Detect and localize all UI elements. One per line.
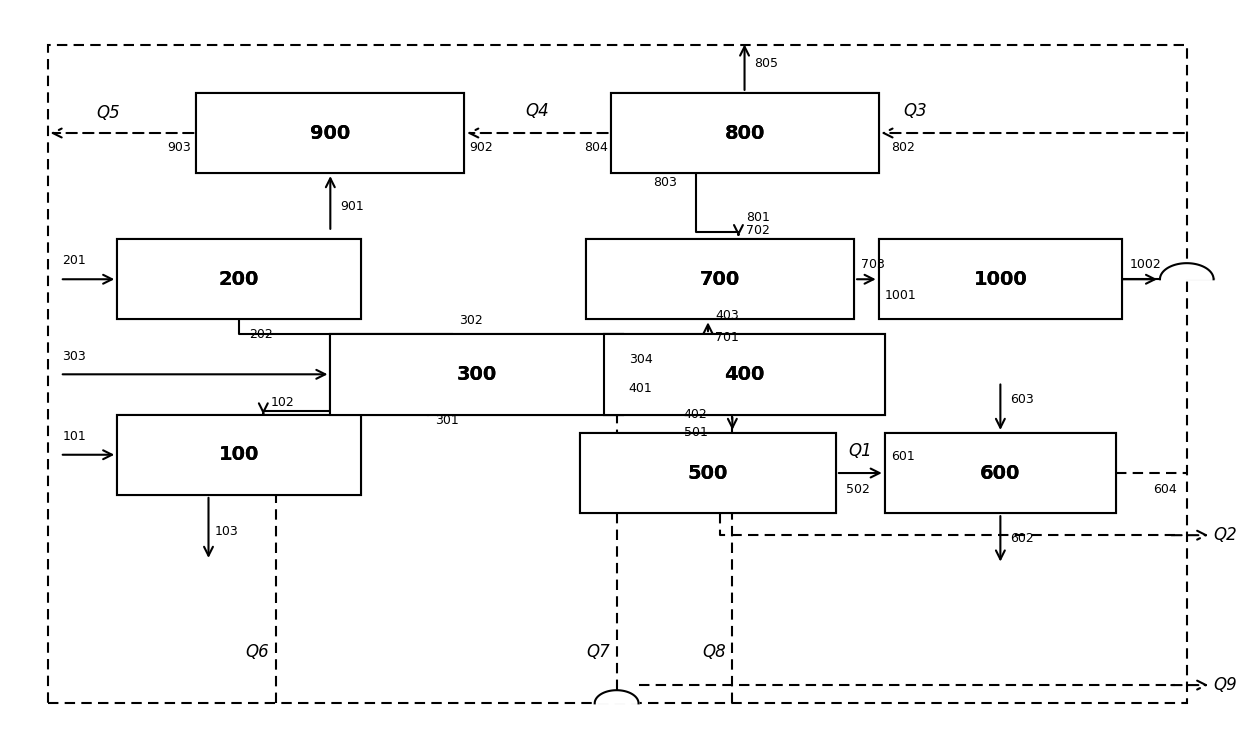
- Bar: [117, 239, 361, 319]
- Text: 902: 902: [469, 141, 494, 154]
- Text: Q7: Q7: [587, 643, 610, 661]
- Text: 303: 303: [62, 349, 86, 363]
- Text: 801: 801: [745, 211, 770, 224]
- Text: 103: 103: [215, 525, 238, 538]
- Text: Q6: Q6: [246, 643, 269, 661]
- Bar: [587, 239, 854, 319]
- Text: Q8: Q8: [703, 643, 727, 661]
- Text: 702: 702: [745, 224, 770, 237]
- Text: 501: 501: [683, 426, 708, 439]
- Text: 401: 401: [629, 382, 652, 396]
- Bar: [196, 92, 464, 173]
- Bar: [330, 334, 622, 415]
- Text: 703: 703: [862, 258, 885, 271]
- Bar: [604, 334, 884, 415]
- Text: Q2: Q2: [1214, 526, 1238, 544]
- Text: Q3: Q3: [903, 102, 926, 120]
- Text: 803: 803: [653, 175, 677, 189]
- Bar: [604, 334, 884, 415]
- Text: 201: 201: [62, 255, 86, 267]
- Text: Q1: Q1: [848, 442, 872, 460]
- Bar: [196, 92, 464, 173]
- Text: Q9: Q9: [1214, 676, 1238, 694]
- Bar: [884, 433, 1116, 513]
- Bar: [117, 415, 361, 495]
- Text: 100: 100: [218, 446, 259, 464]
- Bar: [580, 433, 836, 513]
- Bar: [580, 433, 836, 513]
- Bar: [610, 92, 879, 173]
- Bar: [117, 239, 361, 319]
- Text: 601: 601: [890, 451, 914, 463]
- Text: 300: 300: [456, 365, 497, 384]
- Text: 1001: 1001: [884, 289, 916, 302]
- Text: 403: 403: [715, 309, 739, 322]
- Text: 102: 102: [270, 396, 294, 409]
- Text: 901: 901: [340, 200, 363, 213]
- Text: 1000: 1000: [973, 270, 1027, 288]
- Text: 900: 900: [310, 123, 351, 142]
- Text: 400: 400: [724, 365, 765, 384]
- Text: 802: 802: [890, 141, 915, 154]
- Bar: [884, 433, 1116, 513]
- Text: 903: 903: [167, 141, 191, 154]
- Text: 805: 805: [754, 57, 779, 70]
- Bar: [330, 334, 622, 415]
- Text: 700: 700: [701, 270, 740, 288]
- Text: 101: 101: [62, 430, 86, 443]
- Text: 500: 500: [688, 464, 728, 482]
- Text: Q4: Q4: [526, 102, 549, 120]
- Bar: [587, 239, 854, 319]
- Text: 1000: 1000: [973, 270, 1027, 288]
- Text: 400: 400: [724, 365, 765, 384]
- Text: 402: 402: [683, 408, 707, 421]
- Text: 700: 700: [701, 270, 740, 288]
- Text: 200: 200: [218, 270, 259, 288]
- Bar: [117, 415, 361, 495]
- Text: 900: 900: [310, 123, 351, 142]
- Text: 604: 604: [1153, 483, 1177, 495]
- Text: 301: 301: [435, 414, 459, 427]
- Text: 302: 302: [460, 314, 484, 327]
- Text: 100: 100: [218, 446, 259, 464]
- Text: 300: 300: [456, 365, 497, 384]
- Bar: [879, 239, 1122, 319]
- Text: 200: 200: [218, 270, 259, 288]
- Bar: [610, 92, 879, 173]
- Text: 600: 600: [980, 464, 1021, 482]
- Text: 603: 603: [1011, 393, 1034, 407]
- Bar: [879, 239, 1122, 319]
- Text: Q5: Q5: [97, 103, 120, 122]
- Text: 701: 701: [715, 331, 739, 344]
- Text: 602: 602: [1011, 532, 1034, 545]
- Text: 304: 304: [629, 353, 652, 366]
- Text: 202: 202: [249, 327, 273, 341]
- Text: 804: 804: [584, 141, 608, 154]
- Text: 500: 500: [688, 464, 728, 482]
- Text: 600: 600: [980, 464, 1021, 482]
- Text: 800: 800: [724, 123, 765, 142]
- Text: 800: 800: [724, 123, 765, 142]
- Text: 502: 502: [846, 483, 869, 495]
- Text: 1002: 1002: [1130, 258, 1162, 271]
